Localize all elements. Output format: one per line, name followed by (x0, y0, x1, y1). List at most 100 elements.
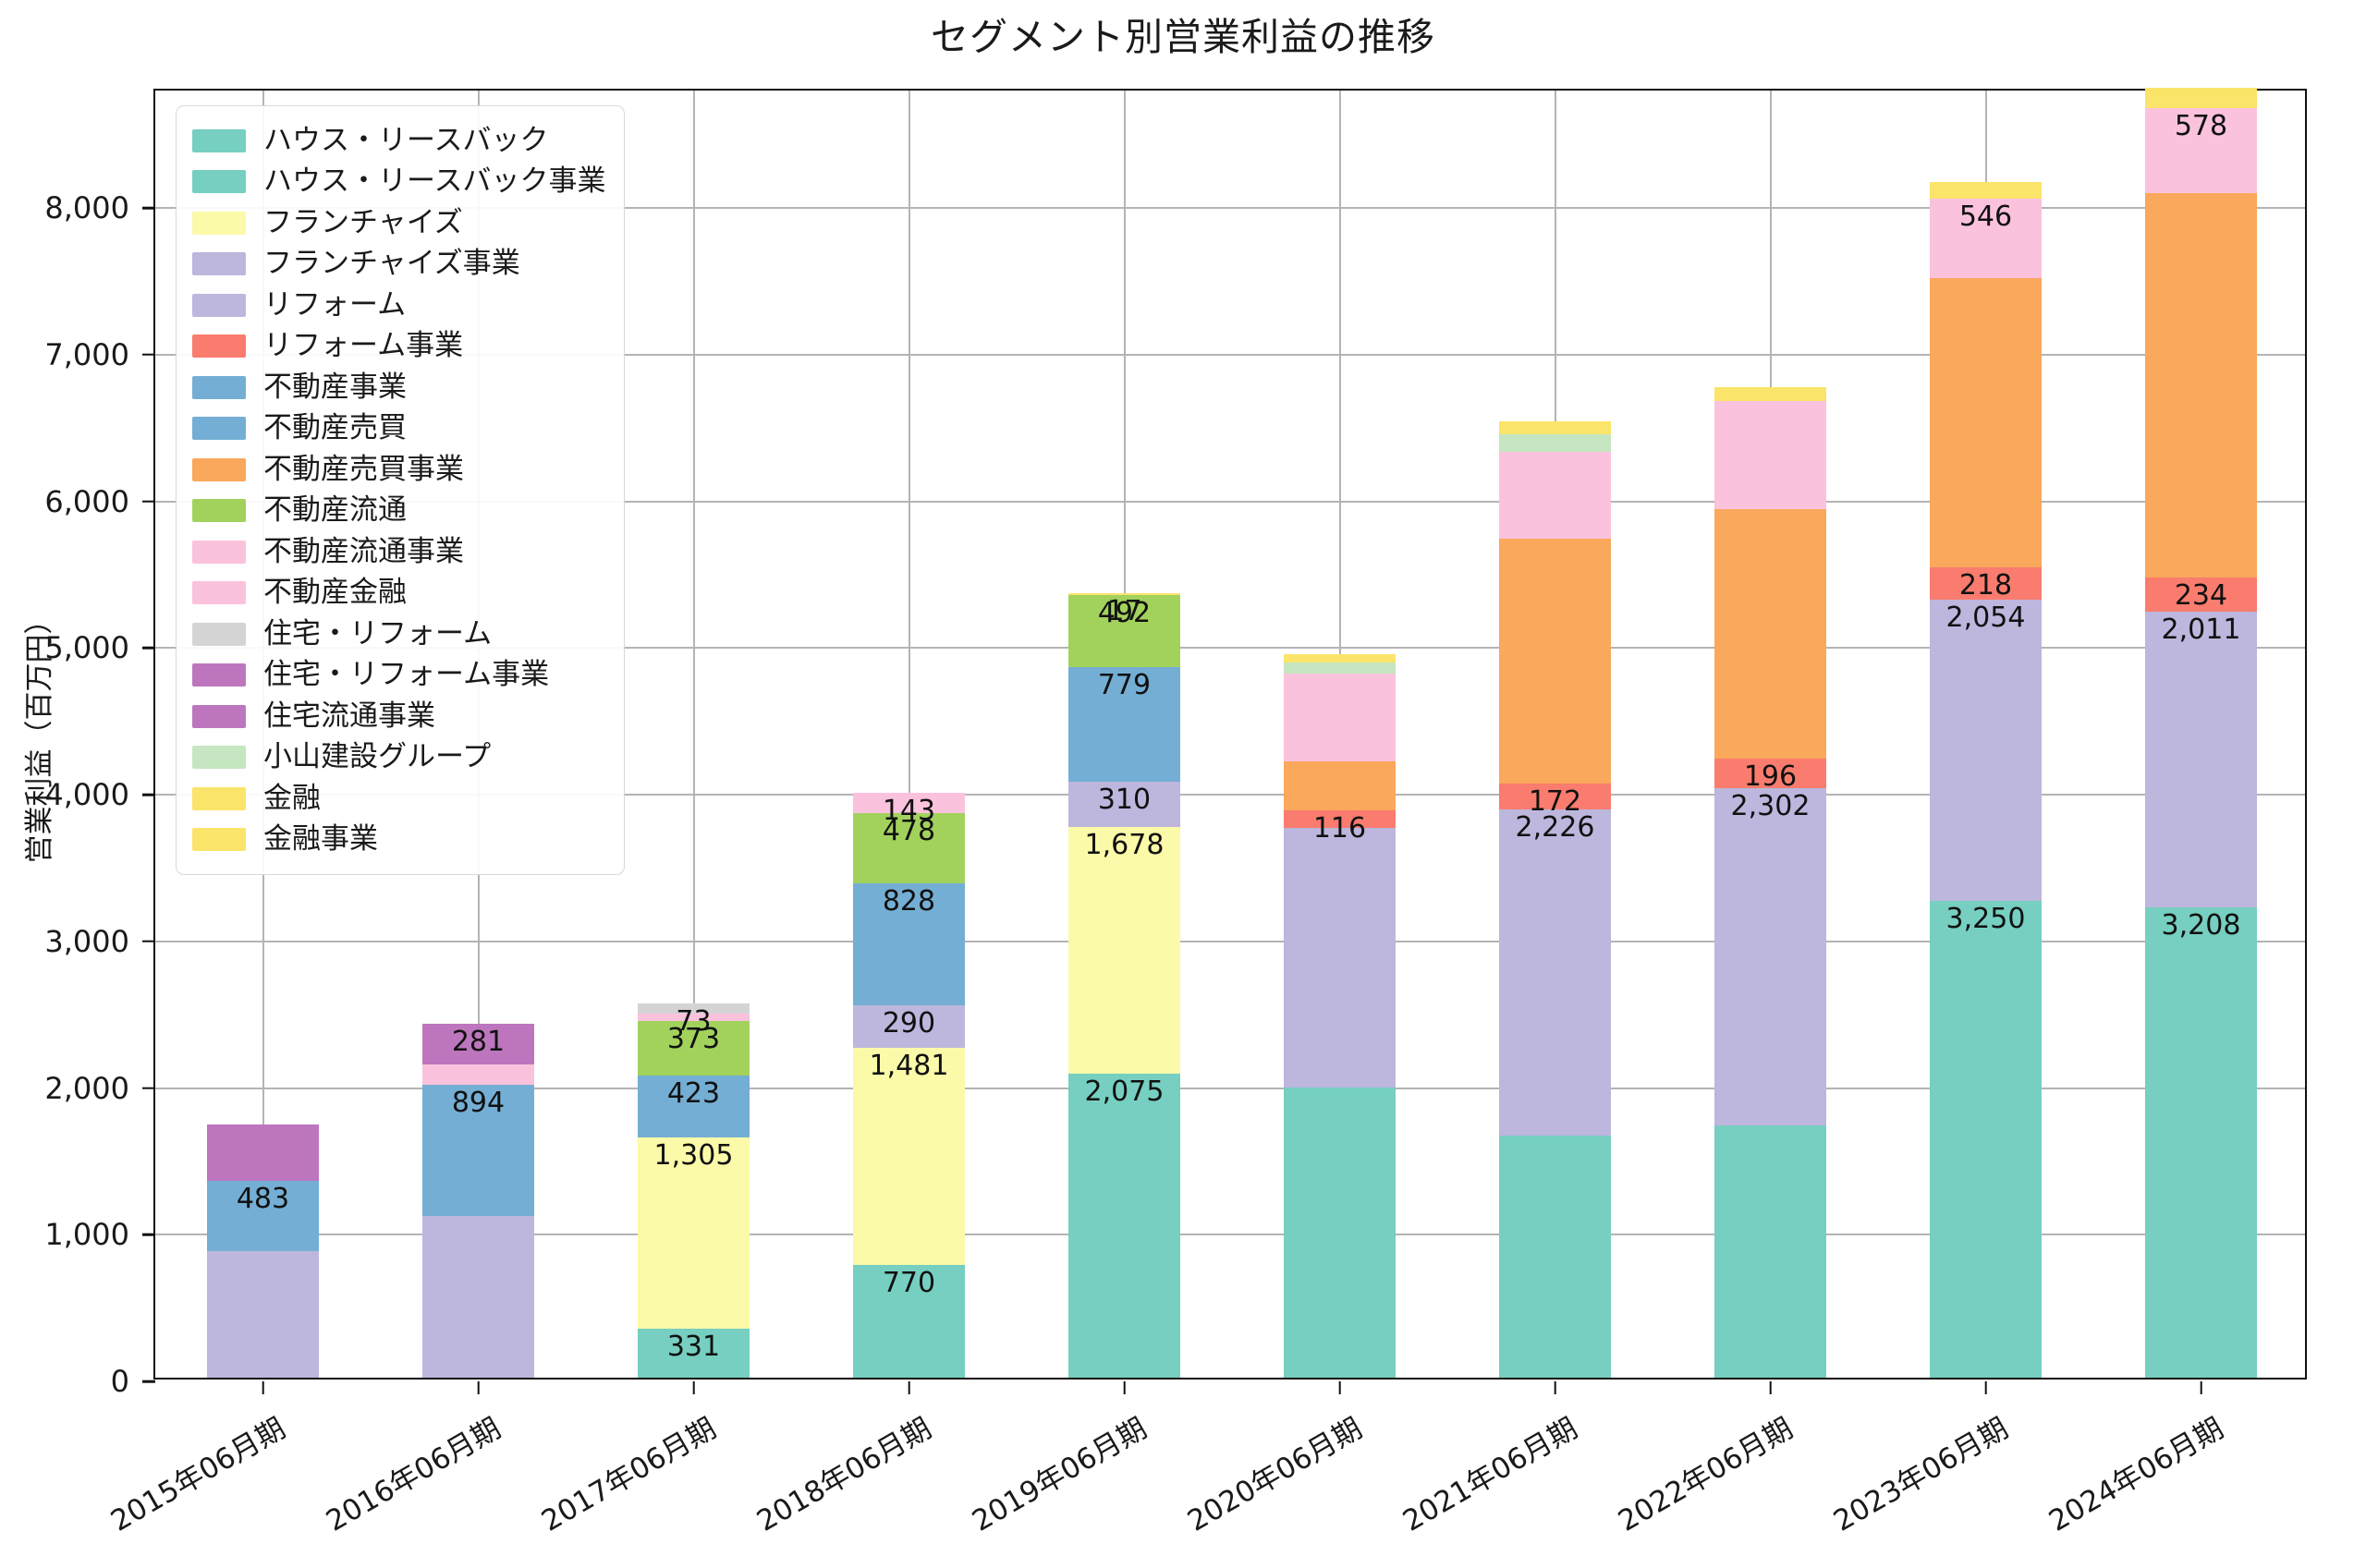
legend-label: フランチャイズ事業 (263, 247, 520, 281)
bar-segment[interactable] (2144, 906, 2258, 1378)
bar-segment[interactable] (1498, 808, 1612, 1136)
legend-item[interactable]: 金融事業 (192, 820, 605, 861)
legend-item[interactable]: 不動産金融 (192, 573, 605, 614)
legend-item[interactable]: 金融 (192, 778, 605, 820)
bar-segment[interactable] (1714, 787, 1827, 1125)
bar-segment[interactable] (1929, 599, 2043, 902)
legend-item[interactable]: 不動産売買 (192, 408, 605, 450)
x-tick-label: 2015年06月期 (104, 1411, 291, 1538)
legend-item[interactable]: 住宅・リフォーム (192, 614, 605, 655)
bar-segment[interactable] (1283, 810, 1396, 828)
bar-group[interactable]: 331 1,305 423 373 73 (637, 87, 750, 1378)
bar-segment[interactable] (637, 1014, 750, 1021)
legend-item[interactable]: 小山建設グループ (192, 737, 605, 779)
legend-item[interactable]: 不動産流通事業 (192, 531, 605, 573)
bar-segment[interactable] (206, 1180, 320, 1252)
y-tick-mark (142, 1380, 155, 1383)
legend-item[interactable]: フランチャイズ (192, 202, 605, 244)
bar-group[interactable]: 2,226 172 (1498, 87, 1612, 1378)
bar-segment[interactable] (1498, 784, 1612, 809)
bar-segment[interactable] (1067, 595, 1181, 668)
y-tick-label: 2,000 (44, 1070, 129, 1106)
bar-segment[interactable] (1929, 901, 2043, 1378)
legend-swatch-icon (192, 540, 246, 564)
legend-swatch-icon (192, 170, 246, 194)
bar-segment[interactable] (637, 1137, 750, 1330)
bar-segment[interactable] (1498, 434, 1612, 453)
y-gridline (155, 1234, 2305, 1236)
bar-segment[interactable] (1283, 673, 1396, 762)
x-tick-mark (477, 1381, 480, 1394)
bar-segment[interactable] (852, 1004, 966, 1048)
bar-segment[interactable] (637, 1003, 750, 1015)
bar-segment[interactable] (1283, 654, 1396, 662)
bar-segment[interactable] (1498, 1136, 1612, 1378)
bar-segment[interactable] (421, 1084, 535, 1216)
bar-segment[interactable] (637, 1020, 750, 1076)
legend-item[interactable]: リフォーム (192, 285, 605, 326)
bar-segment[interactable] (1283, 1088, 1396, 1378)
bar-group[interactable]: 894 281 (421, 87, 535, 1378)
bar-segment[interactable] (852, 792, 966, 814)
x-tick-mark (1554, 1381, 1556, 1394)
bar-segment[interactable] (2144, 577, 2258, 613)
bar-segment[interactable] (1714, 387, 1827, 402)
bar-segment[interactable] (637, 1076, 750, 1138)
bar-segment[interactable] (1929, 182, 2043, 199)
bar-segment[interactable] (1067, 781, 1181, 828)
bar-segment[interactable] (206, 1124, 320, 1181)
bar-segment[interactable] (2144, 612, 2258, 907)
bar-segment[interactable] (852, 1047, 966, 1265)
bar-segment[interactable] (1929, 567, 2043, 600)
x-tick-mark (262, 1381, 264, 1394)
bar-segment[interactable] (1929, 198, 2043, 279)
legend-item[interactable]: 不動産流通 (192, 491, 605, 532)
legend-item[interactable]: リフォーム事業 (192, 326, 605, 368)
bar-segment[interactable] (1714, 1124, 1827, 1378)
bar-segment[interactable] (1498, 452, 1612, 539)
bar-segment[interactable] (1714, 759, 1827, 788)
bar-group[interactable]: 2,302 196 (1714, 87, 1827, 1378)
bar-group[interactable]: 116 (1283, 87, 1396, 1378)
bar-segment[interactable] (2144, 192, 2258, 578)
bar-segment[interactable] (421, 1215, 535, 1378)
bar-segment[interactable] (1498, 538, 1612, 784)
x-tick-label: 2023年06月期 (1827, 1411, 2014, 1538)
y-tick-label: 7,000 (44, 336, 129, 372)
legend-item[interactable]: 住宅・リフォーム事業 (192, 655, 605, 697)
bar-segment[interactable] (2144, 87, 2258, 108)
bar-segment[interactable] (2144, 107, 2258, 193)
bar-segment[interactable] (421, 1023, 535, 1065)
legend-item[interactable]: 不動産事業 (192, 367, 605, 408)
x-tick-mark (2200, 1381, 2202, 1394)
legend-label: 不動産売買 (263, 411, 407, 445)
legend-item[interactable]: ハウス・リースバック (192, 120, 605, 162)
bar-segment[interactable] (206, 1251, 320, 1378)
bar-segment[interactable] (1283, 827, 1396, 1088)
bar-segment[interactable] (1067, 1073, 1181, 1378)
legend-item[interactable]: ハウス・リースバック事業 (192, 162, 605, 203)
bar-segment[interactable] (1067, 667, 1181, 782)
bar-segment[interactable] (1283, 761, 1396, 811)
bar-segment[interactable] (852, 813, 966, 884)
bar-group[interactable]: 2,075 1,678 310 779 492 17 (1067, 87, 1181, 1378)
bar-group[interactable]: 3,250 2,054 218 546 (1929, 87, 2043, 1378)
legend-item[interactable]: 不動産売買事業 (192, 449, 605, 491)
bar-segment[interactable] (1498, 421, 1612, 435)
bar-segment[interactable] (1283, 662, 1396, 674)
legend-item[interactable]: フランチャイズ事業 (192, 244, 605, 286)
legend-label: 住宅・リフォーム (263, 616, 493, 650)
bar-group[interactable]: 770 1,481 290 828 478 143 (852, 87, 966, 1378)
bar-segment[interactable] (1714, 508, 1827, 760)
bar-group[interactable]: 3,208 2,011 234 578 (2144, 87, 2258, 1378)
bar-segment[interactable] (1067, 827, 1181, 1074)
bar-segment[interactable] (852, 1264, 966, 1378)
x-tick-label: 2018年06月期 (750, 1411, 937, 1538)
bar-segment[interactable] (1067, 592, 1181, 596)
bar-segment[interactable] (637, 1329, 750, 1378)
legend-item[interactable]: 住宅流通事業 (192, 696, 605, 737)
bar-segment[interactable] (1714, 401, 1827, 509)
bar-segment[interactable] (1929, 278, 2043, 568)
bar-segment[interactable] (421, 1064, 535, 1085)
bar-segment[interactable] (852, 883, 966, 1005)
